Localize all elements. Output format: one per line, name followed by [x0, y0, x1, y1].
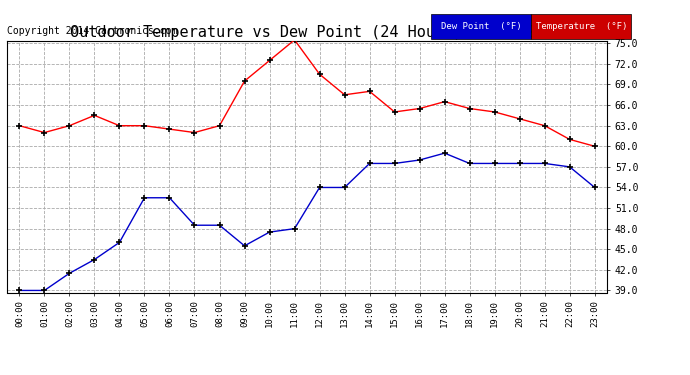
Title: Outdoor Temperature vs Dew Point (24 Hours) 20140421: Outdoor Temperature vs Dew Point (24 Hou…	[70, 25, 544, 40]
Text: Temperature  (°F): Temperature (°F)	[535, 22, 627, 31]
Text: Dew Point  (°F): Dew Point (°F)	[441, 22, 522, 31]
Text: Copyright 2014 Cartronics.com: Copyright 2014 Cartronics.com	[7, 26, 177, 36]
